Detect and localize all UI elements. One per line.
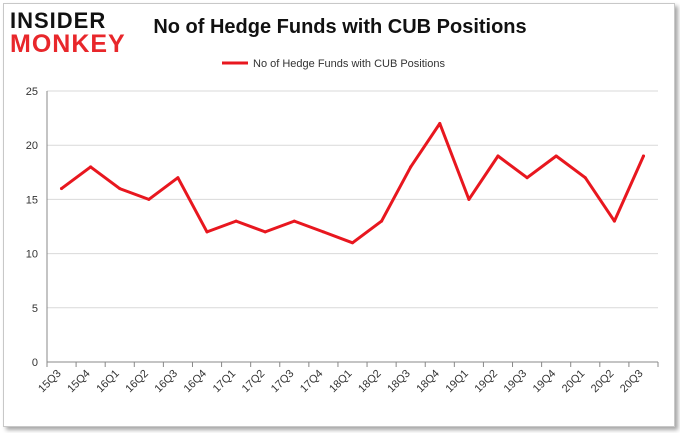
series-line xyxy=(60,122,645,245)
legend-label: No of Hedge Funds with CUB Positions xyxy=(253,58,445,70)
data-point xyxy=(321,230,325,234)
y-tick-label: 25 xyxy=(26,86,38,98)
legend: No of Hedge Funds with CUB Positions xyxy=(222,58,445,70)
x-tick-label: 19Q1 xyxy=(443,368,471,396)
data-point xyxy=(380,219,384,223)
insider-monkey-logo: INSIDER MONKEY xyxy=(10,8,130,58)
axes xyxy=(46,91,659,367)
chart-frame xyxy=(3,3,675,427)
data-point xyxy=(263,230,267,234)
x-tick-label: 20Q3 xyxy=(618,368,646,396)
x-tick-label: 17Q2 xyxy=(240,368,268,396)
data-point xyxy=(612,219,616,223)
data-point xyxy=(351,241,354,245)
x-tick-label: 17Q1 xyxy=(211,368,239,396)
data-point xyxy=(641,154,645,158)
data-point xyxy=(438,122,442,126)
data-point xyxy=(525,176,529,180)
series-lines xyxy=(60,122,645,245)
data-point xyxy=(118,187,122,191)
x-tick-label: 18Q3 xyxy=(385,368,413,396)
data-point xyxy=(176,176,180,180)
data-point xyxy=(234,219,238,223)
y-tick-label: 15 xyxy=(26,194,38,206)
x-tick-label: 20Q2 xyxy=(589,368,617,396)
x-tick-labels: 15Q3 15Q4 16Q1 16Q2 16Q3 16Q4 17Q1 17Q2 17Q3 17Q4… xyxy=(36,368,645,396)
gridlines xyxy=(47,90,658,309)
x-tick-label: 16Q2 xyxy=(123,368,151,396)
x-tick-label: 15Q3 xyxy=(36,368,64,396)
x-tick-label: 16Q3 xyxy=(153,368,181,396)
x-tick-label: 16Q4 xyxy=(182,368,210,396)
x-tick-label: 18Q4 xyxy=(414,368,442,396)
x-tick-label: 19Q3 xyxy=(502,368,530,396)
data-point xyxy=(292,219,296,223)
x-tick-label: 18Q1 xyxy=(327,368,355,396)
y-tick-label: 20 xyxy=(26,140,38,152)
x-tick-label: 19Q4 xyxy=(531,368,559,396)
y-tick-label: 10 xyxy=(26,249,38,261)
data-point xyxy=(89,165,93,169)
data-point xyxy=(60,187,64,191)
x-tick-label: 15Q4 xyxy=(65,368,93,396)
x-tick-label: 18Q2 xyxy=(356,368,384,396)
data-point xyxy=(583,176,587,180)
logo-line-2: MONKEY xyxy=(10,30,126,58)
data-point xyxy=(205,230,209,234)
x-tick-label: 17Q3 xyxy=(269,368,297,396)
data-point xyxy=(554,154,558,158)
chart-title: No of Hedge Funds with CUB Positions xyxy=(153,16,527,38)
x-tick-label: 16Q1 xyxy=(94,368,122,396)
data-point xyxy=(147,197,151,201)
y-tick-label: 5 xyxy=(32,303,38,315)
x-tick-label: 19Q2 xyxy=(473,368,501,396)
x-tick-label: 17Q4 xyxy=(298,368,326,396)
y-tick-label: 0 xyxy=(32,357,38,369)
x-tick-label: 20Q1 xyxy=(560,368,588,396)
logo-line-1: INSIDER xyxy=(10,8,107,33)
data-point xyxy=(467,197,471,201)
data-point xyxy=(409,165,413,169)
data-point xyxy=(496,154,500,158)
y-tick-labels: 0 5 10 15 20 25 xyxy=(26,86,38,369)
